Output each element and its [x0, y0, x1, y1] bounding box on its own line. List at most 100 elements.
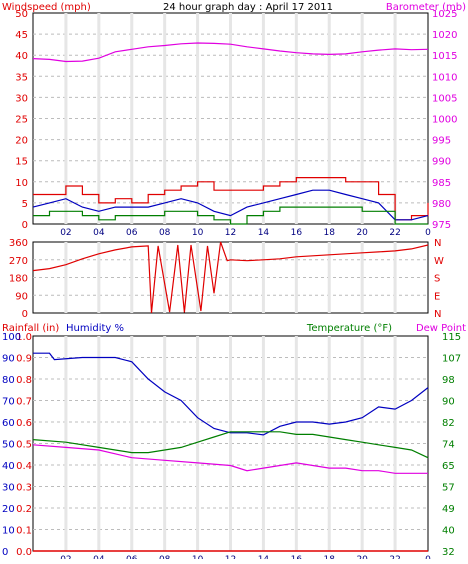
left-tick-label: 40: [15, 51, 28, 62]
right-tick-label: 40: [442, 526, 455, 537]
humidity-tick-label: 60: [2, 418, 15, 429]
right-tick-label: 65: [442, 461, 455, 472]
direction-series: [32, 241, 429, 314]
right-tick-label: 975: [432, 220, 451, 231]
x-tick-label: 22: [389, 228, 400, 238]
humidity-tick-label: 50: [2, 440, 15, 451]
left-tick-label: 50: [15, 9, 28, 20]
rainfall-axis-label: Rainfall (in): [2, 323, 59, 334]
humidity-tick-label: 70: [2, 397, 15, 408]
wind-low-series: [33, 206, 428, 225]
rain-tick-label: 0.9: [16, 354, 32, 365]
x-tick-label: 10: [192, 228, 204, 238]
right-tick-label: 49: [442, 504, 455, 515]
left-tick-label: 30: [15, 93, 28, 104]
right-tick-label: 995: [432, 136, 451, 147]
x-tick-label: 10: [192, 555, 204, 559]
humidity-tick-label: 30: [2, 483, 15, 494]
x-tick-label: 0: [425, 555, 431, 559]
windspeed-axis-label: Windspeed (mph): [2, 2, 91, 13]
rain-tick-label: 0.5: [16, 440, 32, 451]
humidity-tick-label: 40: [2, 461, 15, 472]
humidity-tick-label: 10: [2, 526, 15, 537]
rain-tick-label: 0.6: [16, 418, 32, 429]
left-tick-label: 180: [9, 274, 28, 285]
rain-tick-label: 0.0: [16, 547, 32, 558]
x-tick-label: 16: [291, 228, 303, 238]
right-tick-label: N: [434, 309, 441, 320]
right-tick-label: 57: [442, 483, 455, 494]
x-tick-label: 06: [126, 228, 138, 238]
humidity-tick-label: 0: [2, 547, 8, 558]
left-tick-label: 35: [15, 72, 28, 83]
x-tick-label: 04: [93, 228, 105, 238]
barometer-series: [32, 42, 429, 63]
right-tick-label: N: [434, 238, 441, 249]
right-tick-label: 74: [442, 440, 455, 451]
right-tick-label: 82: [442, 418, 455, 429]
humidity-tick-label: 90: [2, 354, 15, 365]
x-tick-label: 04: [93, 555, 105, 559]
x-tick-label: 06: [126, 555, 138, 559]
dewpoint-axis-label: Dew Point: [416, 323, 466, 334]
x-tick-label: 16: [291, 555, 303, 559]
x-tick-label: 12: [225, 228, 236, 238]
left-tick-label: 0: [22, 220, 28, 231]
left-tick-label: 360: [9, 238, 28, 249]
left-tick-label: 5: [22, 199, 28, 210]
rain-tick-label: 0.8: [16, 375, 32, 386]
left-tick-label: 20: [15, 136, 28, 147]
left-tick-label: 0: [22, 309, 28, 320]
rain-tick-label: 0.1: [16, 526, 32, 537]
temperature-axis-label: Temperature (°F): [306, 323, 392, 334]
x-tick-label: 14: [258, 228, 270, 238]
rain-tick-label: 1.0: [16, 332, 32, 343]
right-tick-label: S: [434, 274, 440, 285]
rain-tick-label: 0.4: [16, 461, 32, 472]
x-tick-label: 14: [258, 555, 270, 559]
humidity-tick-label: 100: [2, 332, 21, 343]
right-tick-label: 90: [442, 397, 455, 408]
right-tick-label: 985: [432, 178, 451, 189]
humidity-axis-label: Humidity %: [66, 323, 124, 334]
x-tick-label: 02: [60, 228, 71, 238]
x-tick-label: 20: [356, 228, 368, 238]
chart-title: 24 hour graph day : April 17 2011: [163, 2, 333, 13]
right-tick-label: 1005: [432, 93, 457, 104]
x-tick-label: 08: [159, 228, 171, 238]
left-tick-label: 25: [15, 115, 28, 126]
x-tick-label: 22: [389, 555, 400, 559]
rain-tick-label: 0.7: [16, 397, 32, 408]
humidity-series: [33, 352, 429, 436]
right-tick-label: 98: [442, 375, 455, 386]
right-tick-label: 1000: [432, 115, 457, 126]
humidity-tick-label: 20: [2, 504, 15, 515]
rain-tick-label: 0.3: [16, 483, 32, 494]
right-tick-label: 1010: [432, 72, 457, 83]
wind-avg-series: [32, 189, 429, 221]
x-tick-label: 18: [324, 555, 336, 559]
right-tick-label: 1025: [432, 9, 457, 20]
windspeed-series: [33, 177, 429, 221]
right-tick-label: E: [434, 291, 440, 302]
right-tick-label: 980: [432, 199, 451, 210]
barometer-axis-label: Barometer (mb): [386, 2, 466, 13]
humidity-tick-label: 80: [2, 375, 15, 386]
temperature-series: [32, 431, 429, 459]
x-tick-label: 12: [225, 555, 236, 559]
rain-tick-label: 0.2: [16, 504, 32, 515]
right-tick-label: 115: [442, 332, 461, 343]
right-tick-label: 1020: [432, 30, 457, 41]
x-tick-label: 02: [60, 555, 71, 559]
x-tick-label: 20: [356, 555, 368, 559]
x-tick-label: 0: [425, 228, 431, 238]
left-tick-label: 10: [15, 178, 28, 189]
left-tick-label: 15: [15, 157, 28, 168]
left-tick-label: 270: [9, 256, 28, 267]
right-tick-label: 32: [442, 547, 455, 558]
left-tick-label: 45: [15, 30, 28, 41]
right-tick-label: W: [434, 256, 444, 267]
right-tick-label: 1015: [432, 51, 457, 62]
